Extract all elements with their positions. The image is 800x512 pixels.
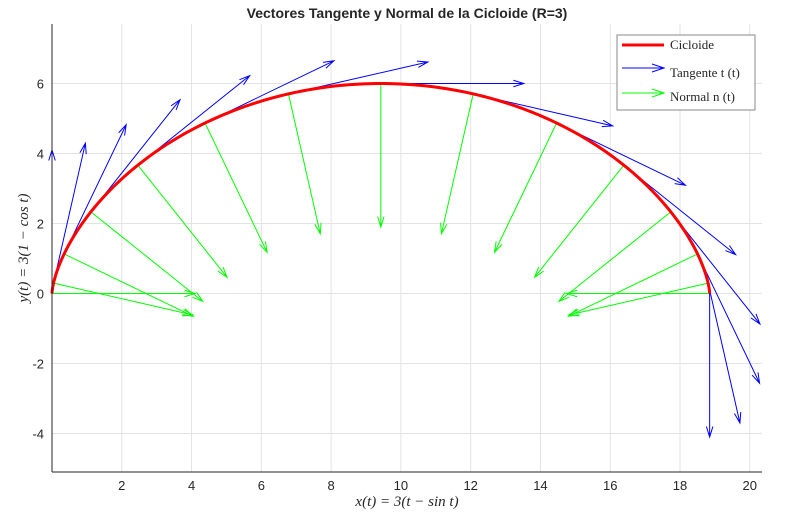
y-tick-label: -2 bbox=[32, 357, 44, 372]
normal-vector bbox=[566, 282, 709, 317]
normal-vector bbox=[287, 93, 322, 236]
y-tick-label: -4 bbox=[32, 427, 44, 442]
tick-labels: 2 4 6 8 10 12 14 16 18 20 -4 -2 0 2 4 6 bbox=[32, 77, 757, 494]
y-tick-label: 2 bbox=[37, 217, 44, 232]
tangent-vector bbox=[705, 293, 714, 439]
normal-vector bbox=[90, 211, 205, 303]
x-tick-label: 2 bbox=[118, 478, 125, 493]
tangent-vector bbox=[707, 282, 742, 425]
normal-vector bbox=[440, 93, 474, 236]
legend-arrowhead-normal bbox=[651, 88, 666, 98]
y-axis-label: y(t) = 3(1 − cos t) bbox=[16, 194, 32, 305]
legend-label-tangente: Tangente t (t) bbox=[670, 65, 740, 80]
normal-vector bbox=[493, 122, 558, 254]
data-marks bbox=[48, 60, 762, 439]
x-tick-label: 6 bbox=[258, 478, 265, 493]
cycloid-curve bbox=[50, 81, 712, 294]
x-tick-label: 12 bbox=[463, 478, 477, 493]
normal-vector bbox=[63, 253, 195, 317]
normal-vector bbox=[564, 289, 710, 298]
x-tick-label: 16 bbox=[603, 478, 617, 493]
legend: Cicloide Tangente t (t) Normal n (t) bbox=[616, 34, 756, 111]
legend-label-normal: Normal n (t) bbox=[670, 89, 735, 104]
normal-vector bbox=[204, 122, 268, 254]
y-tick-label: 4 bbox=[37, 147, 44, 162]
x-tick-label: 10 bbox=[394, 478, 408, 493]
tangent-vector bbox=[697, 253, 761, 385]
normal-vector bbox=[557, 211, 672, 303]
x-tick-label: 20 bbox=[743, 478, 757, 493]
x-tick-label: 4 bbox=[188, 478, 195, 493]
y-tick-label: 0 bbox=[37, 287, 44, 302]
normal-vector bbox=[137, 164, 229, 279]
x-tick-label: 8 bbox=[327, 478, 334, 493]
normal-vector bbox=[52, 289, 197, 298]
x-tick-label: 18 bbox=[673, 478, 687, 493]
x-tick-label: 14 bbox=[533, 478, 547, 493]
legend-arrowhead-tangente bbox=[651, 63, 666, 73]
y-tick-label: 6 bbox=[37, 77, 44, 92]
normal-vector bbox=[377, 83, 385, 229]
chart-title: Vectores Tangente y Normal de la Cicloid… bbox=[247, 5, 568, 21]
normal-vector bbox=[533, 164, 625, 279]
x-axis-label: x(t) = 3(t − sin t) bbox=[354, 494, 458, 510]
tangent-vector bbox=[53, 141, 87, 284]
legend-label-cicloide: Cicloide bbox=[670, 37, 714, 52]
